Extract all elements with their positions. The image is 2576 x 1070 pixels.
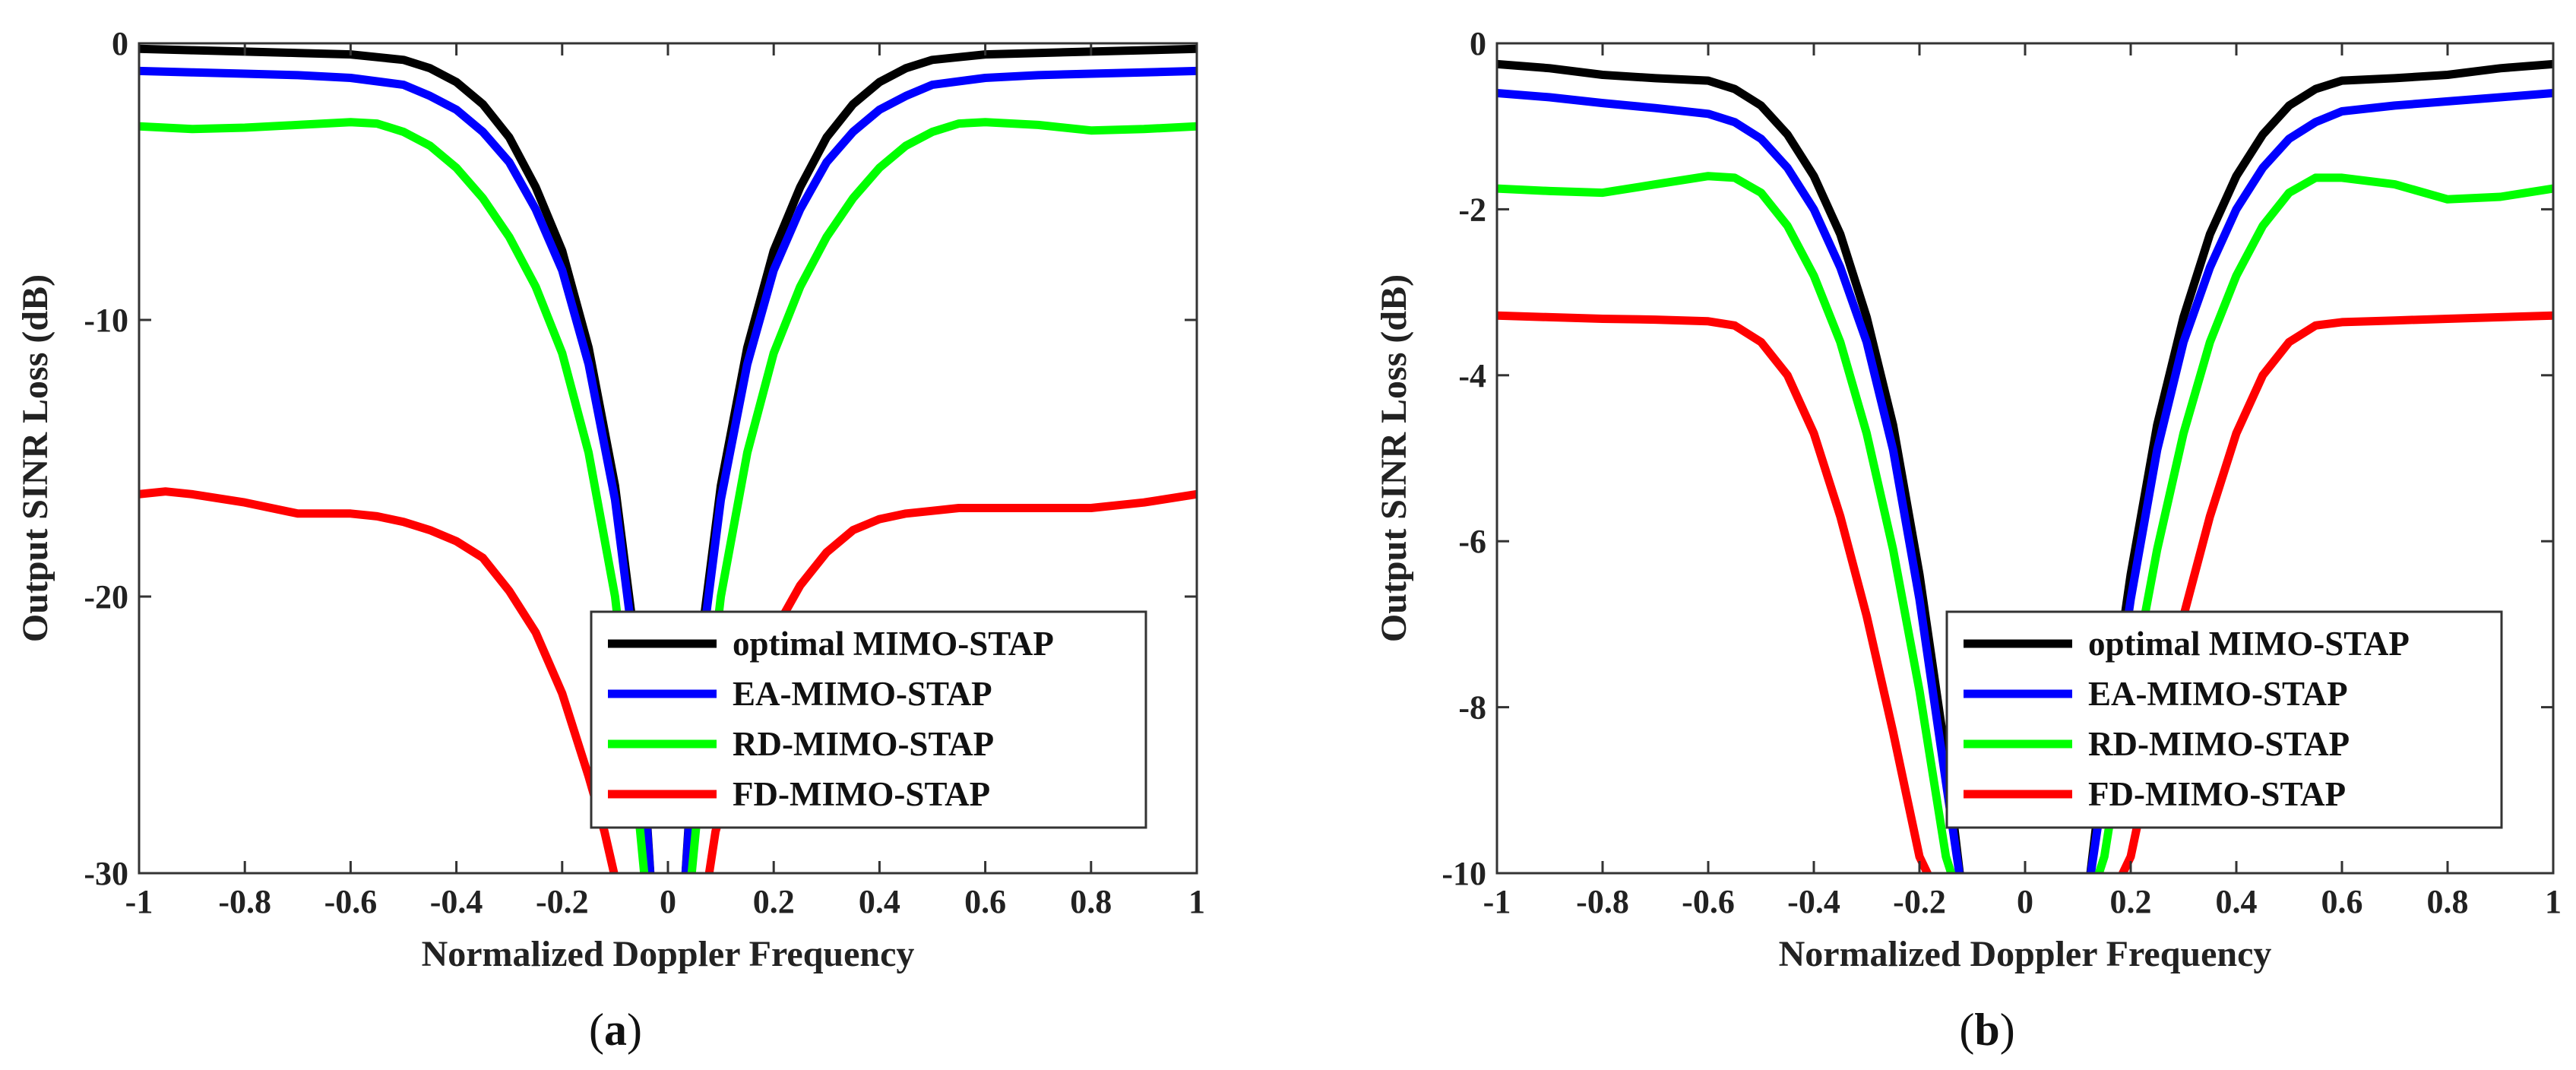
legend-label: EA-MIMO-STAP <box>2088 675 2348 713</box>
series-line-optimal-mimo-stap <box>139 44 1197 873</box>
caption-letter: a <box>604 1005 627 1055</box>
caption-paren-close: ) <box>2000 1005 2015 1055</box>
x-tick-label: 0.6 <box>964 883 1006 920</box>
legend-label: FD-MIMO-STAP <box>2088 775 2346 813</box>
series-line-rd-mimo-stap <box>1497 172 2553 873</box>
y-tick-label: -2 <box>1458 191 1486 228</box>
x-tick-label: -0.4 <box>430 883 483 920</box>
y-tick-label: -4 <box>1458 357 1486 394</box>
y-tick-label: -30 <box>84 855 128 892</box>
x-tick-label: 0.8 <box>2427 883 2469 920</box>
x-tick-label: 0.4 <box>2216 883 2258 920</box>
caption-paren-close: ) <box>627 1005 642 1055</box>
caption-letter: b <box>1974 1005 1999 1055</box>
chart-panel-b: -1 -0.8 -0.6 -0.4 -0.2 0 0.2 0.4 0.6 0.8 1 -10 -8 -6 -… <box>1374 25 2562 1055</box>
y-tick-label: 0 <box>112 25 128 62</box>
legend-label: FD-MIMO-STAP <box>733 775 990 813</box>
legend-label: RD-MIMO-STAP <box>2088 725 2350 763</box>
y-axis-label: Output SINR Loss (dB) <box>1374 274 1414 642</box>
x-tick-label: -0.6 <box>324 883 378 920</box>
x-tick-label: -1 <box>1483 883 1511 920</box>
y-tick-label: -10 <box>84 302 128 339</box>
y-axis-label: Output SINR Loss (dB) <box>15 274 55 642</box>
x-axis-label: Normalized Doppler Frequency <box>422 934 915 974</box>
x-tick-label: 1 <box>2545 883 2562 920</box>
x-tick-label: 0.6 <box>2321 883 2363 920</box>
legend-label: RD-MIMO-STAP <box>733 725 994 763</box>
panel-caption: (a) <box>589 1005 642 1055</box>
x-tick-label: -0.8 <box>218 883 271 920</box>
series-line-ea-mimo-stap <box>1497 89 2553 873</box>
x-tick-label: -0.2 <box>1893 883 1946 920</box>
legend: optimal MIMO-STAP EA-MIMO-STAP RD-MIMO-STA… <box>1945 610 2503 829</box>
series-line-ea-mimo-stap <box>139 66 1197 873</box>
y-tick-label: -8 <box>1458 689 1486 727</box>
panel-caption: (b) <box>1959 1005 2014 1055</box>
x-tick-label: 0.8 <box>1070 883 1112 920</box>
series-group <box>1497 59 2553 873</box>
y-tick-label: 0 <box>1470 25 1486 62</box>
x-tick-label: 0 <box>660 883 676 920</box>
x-tick-label: -0.4 <box>1787 883 1840 920</box>
x-tick-label: 0.2 <box>2110 883 2152 920</box>
series-line-rd-mimo-stap <box>139 118 1197 873</box>
y-tick-label: -10 <box>1441 855 1486 892</box>
legend: optimal MIMO-STAP EA-MIMO-STAP RD-MIMO-STA… <box>590 610 1147 829</box>
x-tick-label: -0.8 <box>1576 883 1629 920</box>
series-line-optimal-mimo-stap <box>1497 59 2553 873</box>
caption-paren-open: ( <box>1959 1005 1974 1055</box>
x-tick-label: -1 <box>125 883 153 920</box>
series-group <box>139 44 1197 873</box>
series-line-fd-mimo-stap <box>139 487 1197 873</box>
x-tick-label: 1 <box>1188 883 1205 920</box>
x-tick-label: 0.2 <box>753 883 795 920</box>
x-tick-label: -0.2 <box>536 883 589 920</box>
legend-label: optimal MIMO-STAP <box>733 625 1054 663</box>
x-axis-label: Normalized Doppler Frequency <box>1779 934 2272 974</box>
caption-paren-open: ( <box>589 1005 604 1055</box>
y-tick-label: -20 <box>84 578 128 616</box>
legend-label: EA-MIMO-STAP <box>733 675 992 713</box>
chart-panel-a: -1 -0.8 -0.6 -0.4 -0.2 0 0.2 0.4 0.6 0.8 1 -30 -20 -1… <box>15 25 1205 1055</box>
legend-label: optimal MIMO-STAP <box>2088 625 2410 663</box>
x-tick-label: 0.4 <box>859 883 900 920</box>
x-tick-label: -0.6 <box>1682 883 1735 920</box>
x-tick-label: 0 <box>2017 883 2033 920</box>
series-line-fd-mimo-stap <box>1497 311 2553 873</box>
y-tick-label: -6 <box>1458 523 1486 560</box>
